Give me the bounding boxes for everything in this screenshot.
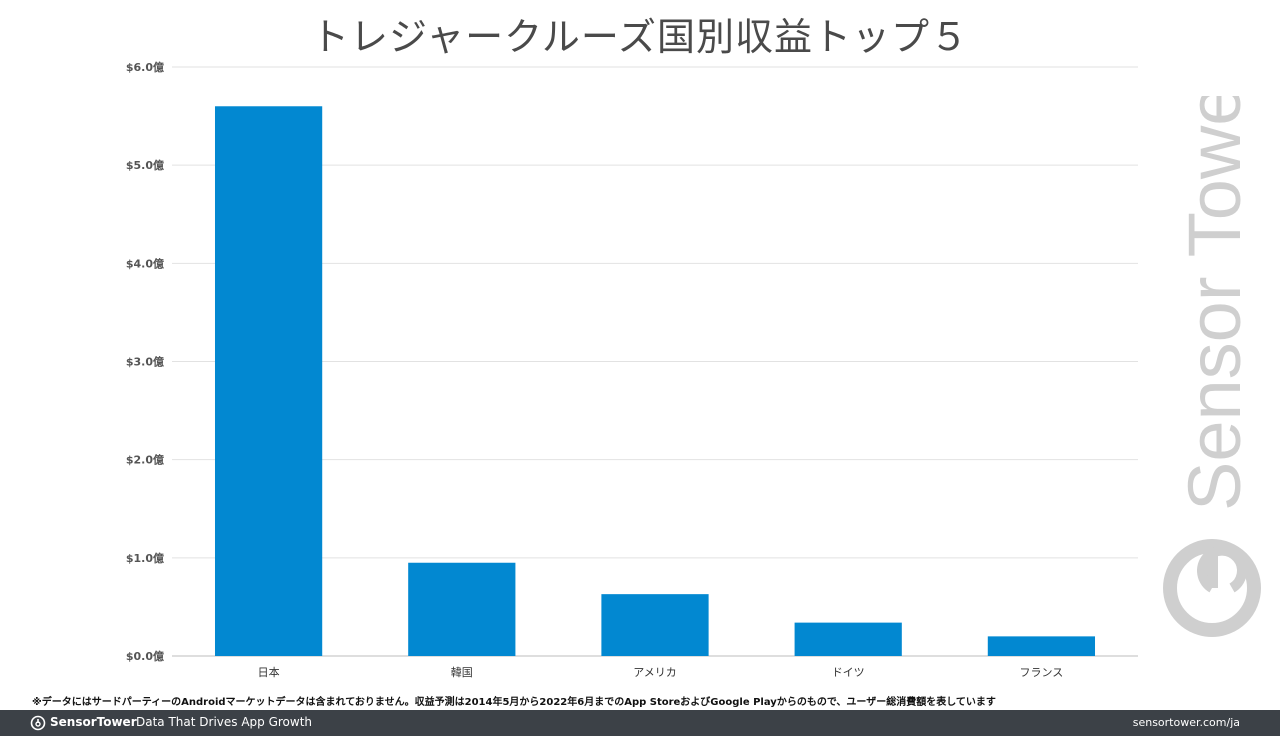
x-tick-label: アメリカ <box>633 666 676 679</box>
x-tick-label: 日本 <box>258 665 280 679</box>
watermark-logo-icon <box>1163 539 1261 637</box>
sensor-tower-watermark: Sensor Tower <box>1163 96 1261 637</box>
x-tick-label: 韓国 <box>451 666 473 679</box>
chart-title: トレジャークルーズ国別収益トップ５ <box>310 15 970 59</box>
footnote: ※データにはサードパーティーのAndroidマーケットデータは含まれておりません… <box>32 697 996 708</box>
y-tick-label: $0.0億 <box>126 649 164 663</box>
bar <box>408 562 516 656</box>
watermark-brand-text: Sensor Tower <box>1173 96 1256 511</box>
footer-brand: SensorTower <box>50 715 137 729</box>
footer-bar: SensorTower Data That Drives App Growth … <box>0 710 1280 736</box>
footer-url-link[interactable]: sensortower.com/ja <box>1132 716 1240 729</box>
footer-tagline: Data That Drives App Growth <box>136 715 313 729</box>
y-tick-label: $3.0億 <box>126 355 164 369</box>
bar <box>987 636 1096 656</box>
bar <box>214 106 323 657</box>
y-tick-label: $6.0億 <box>126 60 164 74</box>
x-tick-label: フランス <box>1020 666 1064 679</box>
y-tick-label: $5.0億 <box>126 158 164 172</box>
y-tick-label: $4.0億 <box>126 256 164 270</box>
bar <box>794 622 902 656</box>
bar <box>601 594 709 656</box>
y-tick-label: $2.0億 <box>126 453 164 467</box>
sensor-tower-logo-icon <box>30 715 46 731</box>
x-tick-label: ドイツ <box>832 666 865 679</box>
y-tick-label: $1.0億 <box>126 551 164 565</box>
